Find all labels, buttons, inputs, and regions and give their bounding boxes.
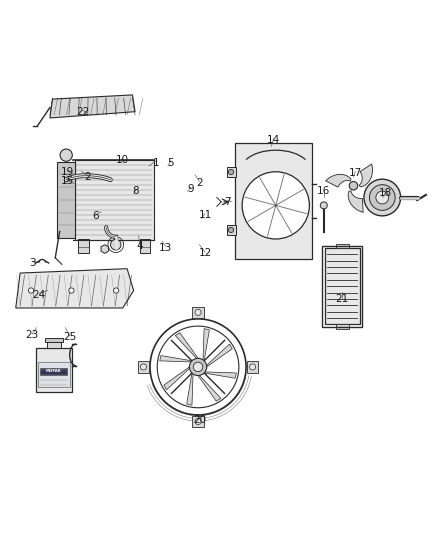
Circle shape bbox=[113, 288, 119, 293]
Text: 14: 14 bbox=[267, 135, 280, 145]
Text: 3: 3 bbox=[29, 258, 35, 268]
Polygon shape bbox=[175, 333, 198, 358]
Bar bbox=[38, 362, 70, 387]
Text: 6: 6 bbox=[92, 211, 99, 221]
Circle shape bbox=[250, 364, 256, 370]
Bar bbox=[336, 325, 349, 329]
Bar bbox=[226, 225, 236, 235]
Text: 22: 22 bbox=[76, 107, 89, 117]
Text: 21: 21 bbox=[336, 294, 349, 304]
Circle shape bbox=[320, 202, 327, 209]
Circle shape bbox=[141, 364, 147, 370]
Circle shape bbox=[28, 288, 34, 293]
Circle shape bbox=[228, 227, 233, 232]
Bar bbox=[75, 159, 153, 240]
Circle shape bbox=[242, 172, 309, 239]
Polygon shape bbox=[207, 344, 232, 367]
Bar bbox=[36, 348, 72, 392]
Bar bbox=[226, 167, 236, 177]
Circle shape bbox=[349, 181, 358, 190]
Circle shape bbox=[195, 309, 201, 316]
Bar bbox=[322, 246, 362, 327]
Text: 23: 23 bbox=[25, 330, 39, 341]
Bar bbox=[192, 306, 204, 318]
Text: 18: 18 bbox=[379, 188, 392, 198]
Text: 19: 19 bbox=[60, 167, 74, 177]
Bar bbox=[40, 368, 67, 375]
Polygon shape bbox=[160, 356, 192, 362]
Bar bbox=[192, 416, 204, 427]
Bar bbox=[140, 239, 150, 253]
Text: 13: 13 bbox=[159, 243, 173, 253]
Polygon shape bbox=[348, 191, 363, 212]
Polygon shape bbox=[101, 245, 109, 253]
Bar bbox=[247, 361, 258, 373]
Circle shape bbox=[193, 362, 203, 372]
Polygon shape bbox=[204, 372, 237, 378]
Text: 9: 9 bbox=[187, 184, 194, 194]
Text: 1: 1 bbox=[152, 158, 159, 167]
Bar bbox=[325, 248, 360, 325]
Text: 15: 15 bbox=[60, 176, 74, 187]
Circle shape bbox=[376, 191, 389, 204]
Circle shape bbox=[370, 184, 395, 211]
Text: 2: 2 bbox=[85, 172, 92, 182]
Text: 7: 7 bbox=[224, 197, 231, 207]
Bar bbox=[336, 244, 349, 248]
Polygon shape bbox=[325, 174, 351, 187]
Text: 10: 10 bbox=[116, 155, 129, 165]
Text: 17: 17 bbox=[349, 168, 362, 177]
Bar bbox=[57, 161, 75, 238]
Text: 12: 12 bbox=[198, 248, 212, 259]
Text: 4: 4 bbox=[136, 240, 143, 251]
Bar bbox=[235, 143, 312, 259]
Polygon shape bbox=[16, 269, 134, 308]
Text: MOPAR: MOPAR bbox=[46, 369, 62, 373]
Circle shape bbox=[364, 179, 401, 216]
Text: 2: 2 bbox=[196, 177, 203, 188]
Circle shape bbox=[195, 418, 201, 425]
Circle shape bbox=[69, 288, 74, 293]
Text: 5: 5 bbox=[168, 158, 174, 167]
Polygon shape bbox=[164, 367, 190, 390]
Polygon shape bbox=[187, 373, 193, 405]
Text: 24: 24 bbox=[32, 290, 46, 300]
Circle shape bbox=[189, 358, 207, 376]
Bar bbox=[46, 338, 63, 342]
Text: 20: 20 bbox=[193, 415, 206, 425]
Circle shape bbox=[110, 239, 121, 250]
Text: 11: 11 bbox=[198, 210, 212, 220]
Polygon shape bbox=[359, 164, 372, 187]
Text: 16: 16 bbox=[317, 187, 330, 196]
Circle shape bbox=[60, 149, 72, 161]
Text: 25: 25 bbox=[63, 332, 76, 342]
Polygon shape bbox=[198, 375, 221, 401]
Circle shape bbox=[228, 169, 233, 175]
Polygon shape bbox=[50, 95, 135, 118]
Text: 8: 8 bbox=[133, 186, 139, 196]
Bar bbox=[47, 342, 61, 348]
Polygon shape bbox=[203, 329, 209, 361]
Bar bbox=[138, 361, 149, 373]
Bar bbox=[78, 239, 89, 253]
